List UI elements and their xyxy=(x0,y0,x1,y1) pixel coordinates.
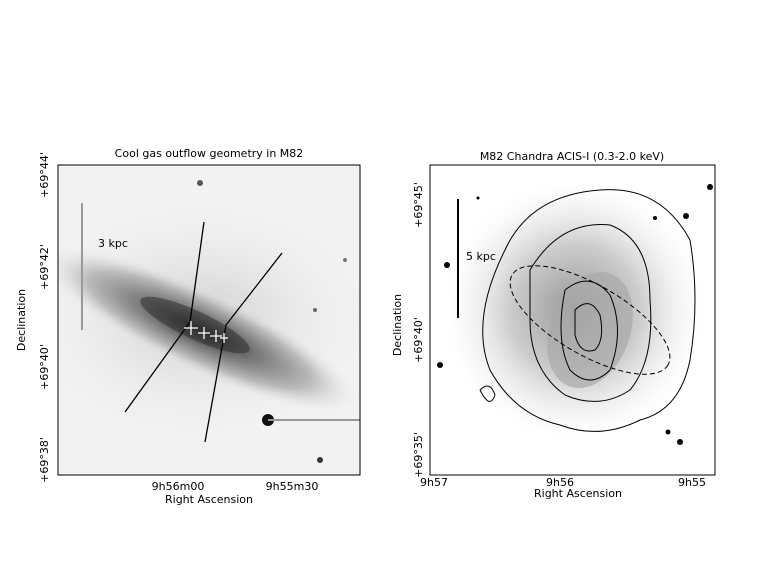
left-scale-label: 3 kpc xyxy=(98,237,128,250)
sightline-markers xyxy=(184,321,228,343)
y-tick-label: +69°45' xyxy=(412,182,425,228)
right-y-label: Declination xyxy=(391,294,404,356)
outflow-lines xyxy=(124,221,283,443)
y-tick-label: +69°40' xyxy=(38,344,51,390)
x-tick-label: 9h55m30 xyxy=(266,480,319,493)
x-tick-label: 9h57 xyxy=(420,476,448,489)
x-tick-label: 9h56m00 xyxy=(152,480,205,493)
y-tick-label: +69°35' xyxy=(412,432,425,478)
left-y-ticks: +69°44' +69°42' +69°40' +69°38' xyxy=(38,152,51,483)
left-y-label: Declination xyxy=(15,289,28,351)
y-tick-label: +69°44' xyxy=(38,152,51,198)
right-scale-label: 5 kpc xyxy=(466,250,496,263)
right-title: M82 Chandra ACIS-I (0.3-2.0 keV) xyxy=(480,150,664,163)
x-tick-label: 9h56 xyxy=(546,476,574,489)
left-title: Cool gas outflow geometry in M82 xyxy=(115,147,304,160)
left-x-label: Right Ascension xyxy=(165,493,253,506)
right-x-label: Right Ascension xyxy=(534,487,622,500)
left-image xyxy=(58,165,360,475)
y-tick-label: +69°42' xyxy=(38,244,51,290)
y-tick-label: +69°40' xyxy=(412,317,425,363)
y-tick-label: +69°38' xyxy=(38,437,51,483)
right-image xyxy=(430,165,715,475)
x-tick-label: 9h55 xyxy=(678,476,706,489)
